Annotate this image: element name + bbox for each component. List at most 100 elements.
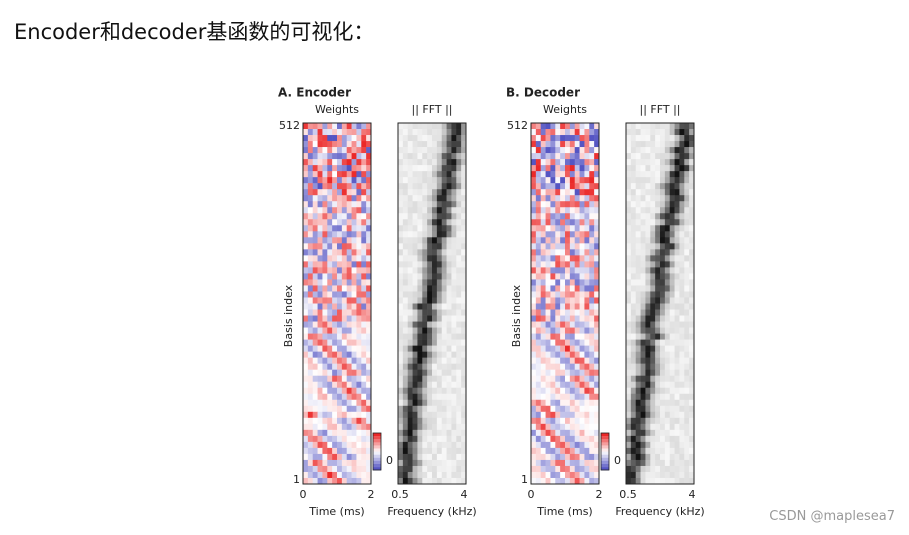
weight-cell — [546, 400, 551, 406]
weight-cell — [531, 207, 536, 213]
weight-cell — [580, 466, 585, 472]
fft-cell — [442, 442, 447, 448]
fft-cell — [442, 364, 447, 370]
fft-cell — [413, 273, 418, 279]
fft-cell — [631, 171, 636, 177]
fft-cell — [451, 285, 456, 291]
fft-cell — [408, 406, 413, 412]
fft-cell — [403, 297, 408, 303]
fft-cell — [437, 183, 442, 189]
weight-cell — [337, 376, 342, 382]
weight-cell — [337, 153, 342, 159]
fft-cell — [626, 418, 631, 424]
time-tick: 2 — [596, 488, 603, 501]
fft-cell — [631, 231, 636, 237]
fft-cell — [660, 322, 665, 328]
fft-cell — [413, 171, 418, 177]
weight-cell — [327, 328, 332, 334]
fft-cell — [408, 273, 413, 279]
weight-cell — [347, 424, 352, 430]
weight-cell — [565, 219, 570, 225]
fft-cell — [665, 370, 670, 376]
fft-cell — [451, 352, 456, 358]
fft-cell — [650, 267, 655, 273]
weight-cell — [531, 460, 536, 466]
fft-cell — [413, 153, 418, 159]
weight-cell — [313, 394, 318, 400]
fft-cell — [631, 213, 636, 219]
fft-cell — [684, 436, 689, 442]
fft-cell — [684, 466, 689, 472]
colorbar-cell — [601, 458, 609, 461]
weight-cell — [550, 328, 555, 334]
fft-cell — [655, 201, 660, 207]
fft-cell — [645, 147, 650, 153]
weight-cell — [546, 141, 551, 147]
weight-cell — [356, 346, 361, 352]
weight-cell — [303, 159, 308, 165]
weight-cell — [322, 322, 327, 328]
fft-cell — [660, 171, 665, 177]
fft-cell — [665, 225, 670, 231]
fft-cell — [684, 424, 689, 430]
fft-cell — [641, 267, 646, 273]
weight-cell — [536, 316, 541, 322]
fft-cell — [675, 400, 680, 406]
fft-cell — [650, 297, 655, 303]
weight-cell — [546, 225, 551, 231]
fft-cell — [447, 147, 452, 153]
weight-cell — [327, 159, 332, 165]
weight-cell — [313, 406, 318, 412]
weight-cell — [303, 243, 308, 249]
fft-cell — [422, 304, 427, 310]
weight-cell — [570, 352, 575, 358]
fft-cell — [650, 424, 655, 430]
weight-cell — [555, 394, 560, 400]
weight-cell — [584, 334, 589, 340]
weight-cell — [541, 249, 546, 255]
weight-cell — [347, 207, 352, 213]
fft-cell — [684, 406, 689, 412]
fft-cell — [684, 243, 689, 249]
fft-cell — [437, 322, 442, 328]
fft-cell — [670, 141, 675, 147]
fft-cell — [641, 328, 646, 334]
weight-cell — [342, 346, 347, 352]
weight-cell — [580, 370, 585, 376]
fft-cell — [645, 273, 650, 279]
weight-cell — [313, 219, 318, 225]
weight-cell — [361, 213, 366, 219]
fft-cell — [679, 394, 684, 400]
fft-cell — [408, 322, 413, 328]
weight-cell — [560, 454, 565, 460]
weight-cell — [536, 141, 541, 147]
weight-cell — [575, 454, 580, 460]
weight-cell — [356, 135, 361, 141]
weight-cell — [361, 207, 366, 213]
weight-cell — [356, 297, 361, 303]
fft-cell — [650, 213, 655, 219]
fft-cell — [665, 472, 670, 478]
fft-cell — [684, 334, 689, 340]
weight-cell — [541, 424, 546, 430]
weight-cell — [565, 334, 570, 340]
weight-cell — [546, 207, 551, 213]
fft-cell — [408, 219, 413, 225]
weight-cell — [580, 346, 585, 352]
fft-label: || FFT || — [640, 103, 681, 116]
weight-cell — [570, 231, 575, 237]
fft-cell — [432, 129, 437, 135]
fft-cell — [645, 352, 650, 358]
fft-cell — [645, 454, 650, 460]
fft-cell — [670, 285, 675, 291]
fft-cell — [631, 123, 636, 129]
weight-cell — [589, 297, 594, 303]
weight-cell — [337, 352, 342, 358]
weight-cell — [356, 454, 361, 460]
fft-cell — [660, 472, 665, 478]
fft-cell — [447, 213, 452, 219]
fft-cell — [675, 201, 680, 207]
fft-cell — [650, 478, 655, 484]
weight-cell — [560, 195, 565, 201]
